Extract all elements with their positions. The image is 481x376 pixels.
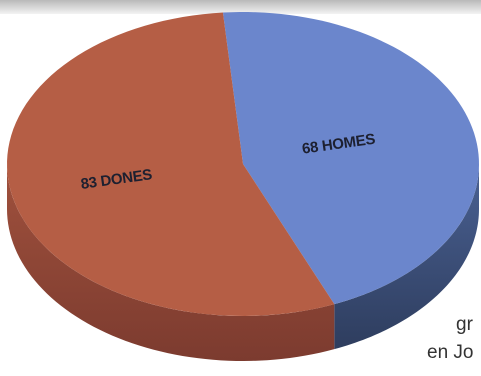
- top-border-strip: [0, 0, 481, 14]
- background-text-fragment-2: en Jo: [427, 342, 474, 363]
- pie-slice-0: [222, 12, 480, 305]
- pie-sides: [7, 164, 479, 361]
- pie-slice-1: [7, 12, 335, 316]
- background-text-fragment-1: gr: [456, 314, 473, 335]
- pie-side-0: [334, 164, 479, 350]
- pie-side-1: [7, 164, 335, 361]
- pie-slices: [7, 12, 480, 316]
